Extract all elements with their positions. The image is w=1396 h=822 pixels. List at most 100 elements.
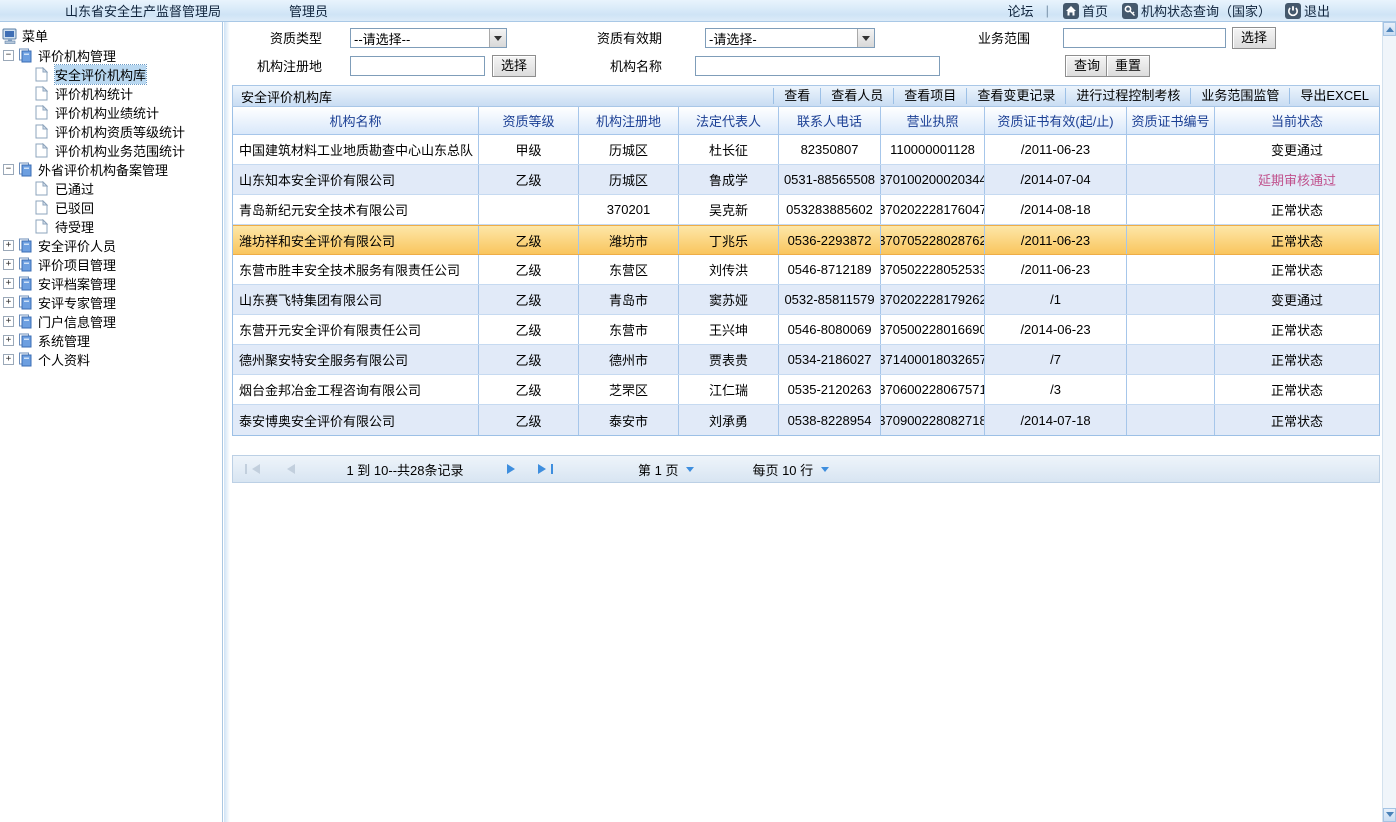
col-header-cert-validity[interactable]: 资质证书有效(起/止) [985, 107, 1127, 134]
cell-status: 正常状态 [1270, 383, 1323, 398]
expand-toggle-icon[interactable] [3, 259, 14, 270]
query-button[interactable]: 查询 [1065, 55, 1110, 77]
filter-scope-label: 业务范围 [977, 31, 1030, 46]
sidebar-item-rejected[interactable]: 已驳回 [0, 198, 222, 217]
process-control-assess-button[interactable]: 进行过程控制考核 [1065, 88, 1190, 104]
cell-level: 乙级 [479, 285, 579, 314]
table-row[interactable]: 德州聚安特安全服务有限公司 乙级 德州市 贾表贵 0534-2186027 37… [233, 345, 1379, 375]
validity-select[interactable]: -请选择- [705, 28, 875, 48]
page-select-dropdown-icon[interactable] [686, 467, 695, 476]
cell-phone: 0532-85811579 [779, 285, 881, 314]
col-header-level[interactable]: 资质等级 [479, 107, 579, 134]
export-excel-button[interactable]: 导出EXCEL [1289, 88, 1379, 104]
home-link[interactable]: 首页 [1062, 1, 1108, 20]
col-header-cert-no[interactable]: 资质证书编号 [1127, 107, 1215, 134]
sidebar-item-pending[interactable]: 待受理 [0, 217, 222, 236]
sidebar-item-org-stats[interactable]: 评价机构统计 [0, 84, 222, 103]
col-header-status[interactable]: 当前状态 [1270, 114, 1323, 129]
forum-link[interactable]: 论坛 [1008, 1, 1034, 20]
scope-input[interactable] [1063, 28, 1226, 48]
collapse-toggle-icon[interactable] [3, 50, 14, 61]
last-page-button[interactable] [538, 464, 553, 474]
scope-select-button[interactable]: 选择 [1232, 27, 1277, 49]
status-query-link[interactable]: 机构状态查询（国家） [1121, 1, 1271, 20]
expand-toggle-icon[interactable] [3, 354, 14, 365]
cell-org-name: 东营开元安全评价有限责任公司 [233, 315, 479, 344]
sidebar-item-level-stats[interactable]: 评价机构资质等级统计 [0, 122, 222, 141]
reset-button[interactable]: 重置 [1106, 55, 1151, 77]
logout-link[interactable]: 退出 [1284, 1, 1330, 20]
cell-phone: 0535-2120263 [779, 375, 881, 404]
cell-phone: 0536-2293872 [779, 226, 881, 254]
expand-toggle-icon[interactable] [3, 278, 14, 289]
sidebar-item-label: 安评专家管理 [38, 296, 117, 311]
prev-page-button[interactable] [282, 464, 295, 474]
first-page-button[interactable] [245, 464, 260, 474]
expand-toggle-icon[interactable] [3, 240, 14, 251]
cell-cert-no [1127, 285, 1215, 314]
org-name-input[interactable] [695, 56, 940, 76]
sidebar-branch-archives[interactable]: 安评档案管理 [0, 274, 222, 293]
sidebar-item-scope-stats[interactable]: 评价机构业务范围统计 [0, 141, 222, 160]
table-row[interactable]: 泰安博奥安全评价有限公司 乙级 泰安市 刘承勇 0538-8228954 370… [233, 405, 1379, 435]
sidebar-item-performance-stats[interactable]: 评价机构业绩统计 [0, 103, 222, 122]
cell-validity: /2014-08-18 [985, 195, 1127, 224]
sidebar-branch-experts[interactable]: 安评专家管理 [0, 293, 222, 312]
sidebar-branch-evaluators[interactable]: 安全评价人员 [0, 236, 222, 255]
scroll-down-button[interactable] [1383, 808, 1396, 822]
table-row[interactable]: 山东赛飞特集团有限公司 乙级 青岛市 窦苏娅 0532-85811579 370… [233, 285, 1379, 315]
sidebar-item-label: 评价机构业绩统计 [55, 106, 160, 121]
sidebar-item-org-library[interactable]: 安全评价机构库 [0, 64, 222, 85]
next-page-button[interactable] [507, 464, 520, 474]
col-header-org-name[interactable]: 机构名称 [233, 107, 479, 134]
view-personnel-button[interactable]: 查看人员 [820, 88, 893, 104]
collapse-toggle-icon[interactable] [3, 164, 14, 175]
cell-legal-rep: 贾表贵 [679, 345, 779, 374]
scope-supervision-button[interactable]: 业务范围监管 [1190, 88, 1289, 104]
cell-cert-no [1127, 405, 1215, 435]
sidebar-branch-profile[interactable]: 个人资料 [0, 350, 222, 369]
table-row[interactable]: 东营市胜丰安全技术服务有限责任公司 乙级 东营区 刘传洪 0546-871218… [233, 255, 1379, 285]
expand-toggle-icon[interactable] [3, 335, 14, 346]
scroll-up-button[interactable] [1383, 22, 1396, 36]
chevron-down-icon[interactable] [857, 29, 874, 47]
sidebar-root-menu[interactable]: 菜单 [0, 25, 222, 46]
sidebar-branch-external-filing[interactable]: 外省评价机构备案管理 [0, 160, 222, 179]
cell-cert-no [1127, 255, 1215, 284]
view-button[interactable]: 查看 [773, 88, 820, 104]
per-page-select-dropdown-icon[interactable] [821, 467, 830, 476]
view-change-log-button[interactable]: 查看变更记录 [966, 88, 1065, 104]
sidebar-branch-org-management[interactable]: 评价机构管理 [0, 46, 222, 65]
sidebar-branch-portal-info[interactable]: 门户信息管理 [0, 312, 222, 331]
expand-toggle-icon[interactable] [3, 297, 14, 308]
cell-validity: /7 [985, 345, 1127, 374]
table-row[interactable]: 东营开元安全评价有限责任公司 乙级 东营市 王兴坤 0546-8080069 3… [233, 315, 1379, 345]
cell-validity: /2011-06-23 [985, 135, 1127, 164]
vertical-scrollbar[interactable] [1382, 22, 1396, 822]
table-row[interactable]: 烟台金邦冶金工程咨询有限公司 乙级 芝罘区 江仁瑞 0535-2120263 3… [233, 375, 1379, 405]
chevron-down-icon[interactable] [489, 29, 506, 47]
cell-level: 乙级 [479, 375, 579, 404]
reg-input[interactable] [350, 56, 485, 76]
table-row-selected[interactable]: 潍坊祥和安全评价有限公司 乙级 潍坊市 丁兆乐 0536-2293872 370… [233, 225, 1379, 255]
col-header-legal-rep[interactable]: 法定代表人 [679, 107, 779, 134]
folder-icon [18, 352, 34, 368]
table-row[interactable]: 山东知本安全评价有限公司 乙级 历城区 鲁成学 0531-88565508 37… [233, 165, 1379, 195]
cell-level [479, 195, 579, 224]
table-row[interactable]: 中国建筑材料工业地质勘查中心山东总队 甲级 历城区 杜长征 82350807 1… [233, 135, 1379, 165]
type-select[interactable]: --请选择-- [350, 28, 507, 48]
expand-toggle-icon[interactable] [3, 316, 14, 327]
forum-label: 论坛 [1007, 4, 1034, 19]
cell-phone: 0534-2186027 [779, 345, 881, 374]
sidebar-item-approved[interactable]: 已通过 [0, 179, 222, 198]
sidebar-branch-projects[interactable]: 评价项目管理 [0, 255, 222, 274]
col-header-reg-place[interactable]: 机构注册地 [579, 107, 679, 134]
view-projects-button[interactable]: 查看项目 [893, 88, 966, 104]
sidebar-branch-system[interactable]: 系统管理 [0, 331, 222, 350]
reg-select-button[interactable]: 选择 [492, 55, 537, 77]
col-header-license[interactable]: 营业执照 [881, 107, 985, 134]
table-row[interactable]: 青岛新纪元安全技术有限公司 370201 吴克新 053283885602 37… [233, 195, 1379, 225]
col-header-phone[interactable]: 联系人电话 [779, 107, 881, 134]
page-icon [35, 142, 51, 159]
status-query-label: 机构状态查询（国家） [1140, 4, 1271, 19]
